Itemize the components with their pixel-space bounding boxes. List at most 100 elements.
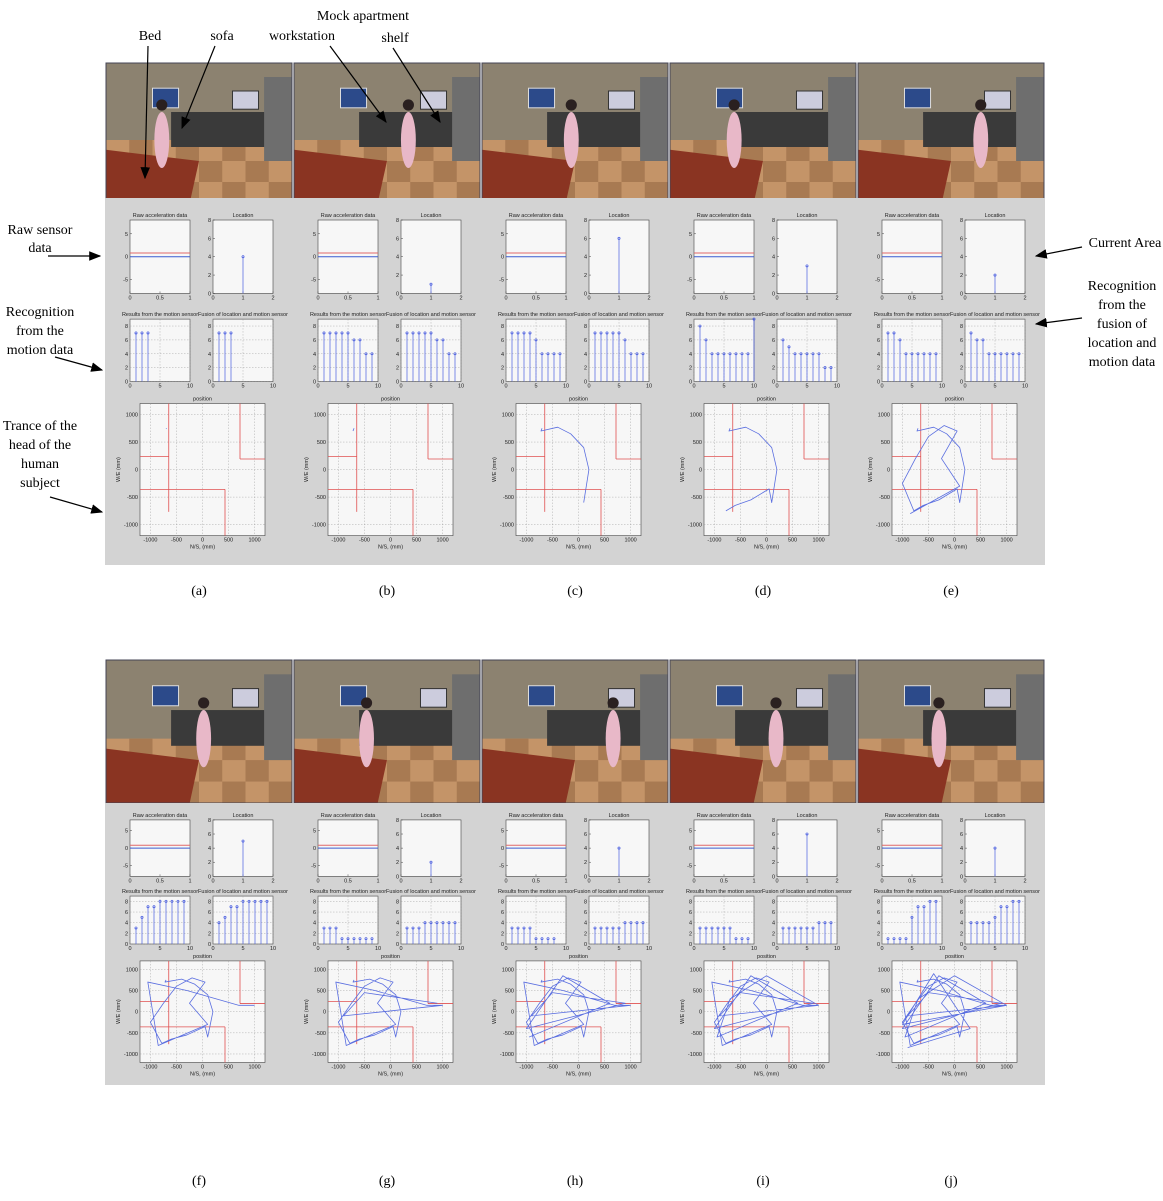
photo-shelf [264,674,292,760]
x-tick-label: 10 [563,946,569,952]
y-axis-label: W/E (mm) [304,457,310,482]
plot-title: position [193,954,212,960]
x-tick-label: 5 [617,946,620,952]
y-tick-label: 6 [689,910,692,916]
y-tick-label: 8 [396,818,399,824]
y-tick-label: 2 [960,931,963,937]
x-tick-label: 2 [459,878,462,884]
y-tick-label: 0 [313,846,316,852]
x-axis-label: N/S, (mm) [754,1071,779,1077]
y-tick-label: 2 [772,366,775,372]
y-tick-label: 4 [960,846,963,852]
x-tick-label: -1000 [519,1064,533,1070]
photo-shelf [452,77,480,161]
y-tick-label: 8 [313,324,316,330]
y-tick-label: 6 [877,338,880,344]
y-tick-label: 8 [501,899,504,905]
photo-tile [457,782,480,803]
photo-monitor [905,88,931,108]
photo-monitor [717,686,743,706]
photo-tile [974,782,997,803]
photo-tile [998,760,1021,781]
x-tick-label: -500 [923,1064,934,1070]
x-tick-label: 2 [835,878,838,884]
y-tick-label: 0 [501,846,504,852]
y-tick-label: 8 [960,818,963,824]
photo-tile [998,161,1021,182]
y-tick-label: -5 [123,864,128,870]
y-tick-label: 0 [501,942,504,948]
photo-tile [1021,782,1044,803]
caption: (e) [943,584,959,599]
x-tick-label: 1 [752,878,755,884]
x-tick-label: 10 [458,384,464,390]
y-tick-label: 0 [125,942,128,948]
plot-title: position [381,397,400,403]
x-tick-label: 5 [993,946,996,952]
y-tick-label: 0 [323,1010,326,1016]
x-tick-label: 1000 [1000,538,1012,544]
y-tick-label: 6 [396,910,399,916]
x-tick-label: 1 [805,295,808,301]
y-tick-label: 2 [772,860,775,866]
x-tick-label: 0 [316,384,319,390]
x-tick-label: 0 [399,295,402,301]
x-tick-label: 10 [375,946,381,952]
y-tick-label: 6 [960,832,963,838]
annotation: from the [16,324,64,339]
plot-title: Results from the motion sensor [686,889,762,895]
x-tick-label: 0.5 [720,878,728,884]
photo-head [361,697,372,708]
photo-person [154,112,169,168]
y-tick-label: 8 [208,899,211,905]
plot-title: Raw acceleration data [885,213,940,219]
y-tick-label: -500 [503,495,514,501]
photo-tile [951,760,974,781]
x-tick-label: -500 [735,538,746,544]
annotation: location and [1088,336,1157,351]
plot-title: Location [609,213,630,219]
photo-shelf [640,674,668,760]
y-tick-label: 1000 [126,967,138,973]
y-tick-label: -1000 [688,1052,702,1058]
y-tick-label: 500 [881,989,890,995]
x-tick-label: 0 [775,878,778,884]
y-tick-label: -5 [687,278,692,284]
x-tick-label: 0 [692,295,695,301]
x-tick-label: 500 [412,1064,421,1070]
y-tick-label: -500 [879,1031,890,1037]
y-tick-label: 2 [313,366,316,372]
y-tick-label: 5 [125,828,128,834]
photo-shelf [1016,674,1044,760]
y-tick-label: 5 [313,828,316,834]
y-tick-label: -500 [127,495,138,501]
x-tick-label: 1 [188,295,191,301]
y-tick-label: 0 [135,468,138,474]
x-tick-label: -500 [735,1064,746,1070]
y-axis-label: W/E (mm) [116,999,122,1024]
x-tick-label: 0 [389,1064,392,1070]
y-tick-label: -5 [311,278,316,284]
x-axis-label: N/S, (mm) [942,545,967,551]
plot-title: Location [421,813,442,819]
y-tick-label: 8 [396,324,399,330]
plot-title: Results from the motion sensor [310,889,386,895]
y-tick-label: 0 [501,380,504,386]
x-tick-label: 0.5 [908,295,916,301]
y-tick-label: 5 [877,828,880,834]
y-tick-label: 8 [584,324,587,330]
x-tick-label: 0 [953,538,956,544]
x-tick-label: 2 [1023,295,1026,301]
plot-title: Fusion of location and motion sensor [762,312,852,318]
y-tick-label: -500 [315,495,326,501]
y-tick-label: 0 [772,874,775,880]
y-tick-label: 0 [960,874,963,880]
photo-tile [246,760,269,781]
y-tick-label: 4 [208,352,211,358]
y-tick-label: 6 [501,338,504,344]
x-tick-label: 0 [953,1064,956,1070]
x-tick-label: 10 [939,384,945,390]
photo-tile [622,161,645,182]
photo-shelf [452,674,480,760]
x-tick-label: -1000 [331,1064,345,1070]
